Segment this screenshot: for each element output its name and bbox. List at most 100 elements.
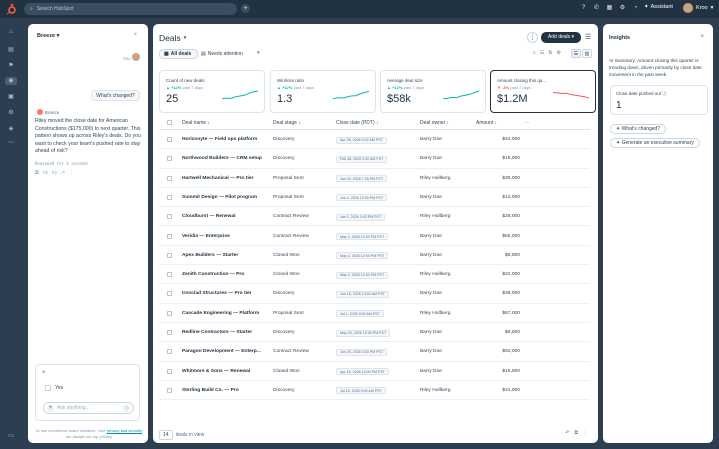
account-menu[interactable]: Kroo ▾: [683, 3, 713, 13]
table-row[interactable]: Apex Builders — Starter Closed Won May 2, …: [159, 246, 590, 266]
global-search-input[interactable]: ⌕ Search HubSpot: [24, 3, 237, 15]
help-icon[interactable]: ?: [581, 5, 586, 11]
suggested-option[interactable]: Yes: [45, 385, 63, 391]
marketplace-icon[interactable]: ▦: [606, 5, 613, 11]
deal-name-link[interactable]: Cloudburst — Renewal: [182, 214, 236, 220]
phone-icon[interactable]: ✆: [593, 5, 600, 11]
deal-name-link[interactable]: Apex Builders — Starter: [182, 252, 239, 258]
insight-card[interactable]: Close date pushed out ⓘ 1: [610, 85, 708, 115]
add-deals-button[interactable]: Add deals ▾: [541, 32, 581, 43]
sort-icon[interactable]: ⇅: [548, 50, 553, 56]
column-amount[interactable]: Amount ↓: [476, 120, 498, 126]
kpi-card[interactable]: Win/loss ratio ▲ +12% past 7 days 1.3: [270, 70, 376, 113]
deal-name-link[interactable]: Hartwell Mechanical — Pro tier: [182, 175, 254, 181]
copy-icon[interactable]: ⧉: [35, 170, 39, 176]
kpi-card[interactable]: Amount closing this qu... ▼ -3% past 7 da…: [490, 70, 596, 113]
quick-create-button[interactable]: +: [241, 4, 250, 13]
more-icon[interactable]: ⋯: [8, 140, 14, 146]
contacts-icon[interactable]: ▤: [8, 47, 14, 53]
more-icon[interactable]: ⋮: [583, 430, 588, 436]
table-row[interactable]: Northwood Builders — CRM setup Discovery F…: [159, 149, 590, 169]
deal-name-link[interactable]: Veridia — Enterprise: [182, 233, 230, 239]
deal-name-link[interactable]: Whitmore & Sons — Renewal: [182, 368, 251, 374]
deal-name-link[interactable]: Paragon Development — Enterp...: [182, 349, 261, 355]
deal-name-link[interactable]: Horizonyte — Field ops platform: [182, 137, 258, 142]
row-checkbox[interactable]: [167, 214, 172, 220]
row-checkbox[interactable]: [167, 233, 172, 239]
send-icon[interactable]: ↑: [123, 405, 130, 412]
executive-summary-button[interactable]: ✦ Generate an executive summary: [610, 138, 700, 148]
row-checkbox[interactable]: [167, 272, 172, 278]
more-icon[interactable]: ⋮: [69, 170, 75, 176]
sidebar-toggle-icon[interactable]: ☰: [585, 34, 592, 41]
search-icon[interactable]: ⌕: [533, 50, 536, 56]
row-checkbox[interactable]: [167, 330, 172, 335]
table-row[interactable]: Cascade Engineering — Platform Proposal S…: [159, 304, 590, 323]
share-icon[interactable]: ↗: [60, 170, 66, 176]
tab-all-deals[interactable]: ▦ All deals: [159, 49, 198, 59]
view-options-chevron-icon[interactable]: ▾: [257, 50, 260, 56]
deal-name-link[interactable]: Summit Design — Pilot program: [182, 194, 257, 200]
notifications-icon[interactable]: ◔: [633, 5, 638, 11]
row-checkbox[interactable]: [167, 387, 172, 393]
column-deal-owner[interactable]: Deal owner ↓: [420, 120, 450, 126]
hubspot-logo-icon[interactable]: [5, 3, 17, 15]
filter-icon[interactable]: ☷: [539, 50, 545, 56]
thumbs-down-icon[interactable]: 👎︎: [51, 170, 57, 176]
deal-name-link[interactable]: Redline Contractors — Starter: [182, 330, 253, 335]
deal-name-link[interactable]: Northwood Builders — CRM setup: [182, 156, 262, 162]
service-icon[interactable]: ▣: [8, 94, 14, 100]
table-row[interactable]: Redline Contractors — Starter Discovery Ma…: [159, 323, 590, 343]
page-title[interactable]: Deals ▾: [159, 33, 187, 43]
column-deal-stage[interactable]: Deal stage ↓: [273, 120, 301, 126]
row-checkbox[interactable]: [167, 137, 172, 142]
deal-name-link[interactable]: Zenith Construction — Pro: [182, 272, 245, 278]
option-checkbox[interactable]: [45, 385, 51, 391]
tab-needs-attention[interactable]: ▤ Needs attention: [201, 51, 243, 57]
row-checkbox[interactable]: [167, 291, 172, 297]
kpi-card[interactable]: Count of new deals ▲ +12% past 7 days 25: [159, 70, 265, 113]
settings-icon[interactable]: ⚙: [619, 5, 626, 11]
table-row[interactable]: Summit Design — Pilot program Proposal Se…: [159, 188, 590, 208]
column-deal-name[interactable]: Deal name ↓: [182, 120, 211, 126]
close-icon[interactable]: ×: [42, 370, 46, 376]
bookmark-icon[interactable]: ⌂: [9, 29, 13, 35]
thumbs-up-icon[interactable]: 👍︎: [42, 170, 48, 176]
breeze-title[interactable]: Breeze ▾: [37, 33, 60, 39]
kpi-card[interactable]: Average deal size ▲ +12% past 7 days $58k: [380, 70, 486, 113]
automation-icon[interactable]: ⚙: [8, 110, 14, 116]
row-checkbox[interactable]: [167, 349, 172, 355]
reporting-icon[interactable]: ◈: [8, 126, 14, 132]
table-row[interactable]: Zenith Construction — Pro Closed Won May 2…: [159, 265, 590, 285]
table-row[interactable]: Horizonyte — Field ops platform Discovery…: [159, 130, 590, 150]
column-more-icon[interactable]: ⋯: [524, 120, 529, 126]
deal-name-link[interactable]: Ironclad Structures — Pro tier: [182, 291, 252, 297]
table-view-icon[interactable]: ☰: [571, 49, 581, 58]
board-view-icon[interactable]: ▥: [582, 49, 592, 58]
select-all-checkbox[interactable]: [167, 120, 172, 125]
ask-input[interactable]: + Ask anything... ↑: [43, 402, 134, 414]
table-row[interactable]: Ironclad Structures — Pro tier Discovery J…: [159, 284, 590, 304]
marketing-icon[interactable]: ⚑: [8, 63, 14, 69]
collapse-icon[interactable]: ▭: [8, 433, 14, 439]
whats-changed-button[interactable]: ✦ What's changed?: [610, 124, 667, 134]
row-checkbox[interactable]: [167, 368, 172, 374]
undo-icon[interactable]: ↶: [565, 430, 570, 436]
copy-icon[interactable]: ⧉: [574, 430, 578, 436]
deal-name-link[interactable]: Sterling Build Co. — Pro: [182, 387, 239, 393]
settings-icon[interactable]: ⚙: [556, 50, 561, 56]
table-row[interactable]: Hartwell Mechanical — Pro tier Proposal S…: [159, 169, 590, 188]
column-close-date[interactable]: Close date (PDT) ↓: [336, 120, 379, 126]
privacy-link[interactable]: privacy and security: [106, 428, 143, 433]
assistant-button[interactable]: ✦ Assistant: [644, 4, 673, 10]
row-checkbox[interactable]: [167, 156, 172, 162]
row-checkbox[interactable]: [167, 252, 172, 258]
table-row[interactable]: Veridia — Enterprise Contract Review May 2…: [159, 227, 590, 246]
attach-icon[interactable]: +: [47, 404, 54, 412]
close-icon[interactable]: ×: [700, 34, 704, 40]
table-row[interactable]: Cloudburst — Renewal Contract Review Jan 2…: [159, 207, 590, 227]
row-checkbox[interactable]: [167, 194, 172, 200]
table-row[interactable]: Paragon Development — Enterp... Contract …: [159, 342, 590, 362]
close-icon[interactable]: ×: [133, 32, 137, 38]
sales-icon[interactable]: ◉: [5, 77, 17, 85]
